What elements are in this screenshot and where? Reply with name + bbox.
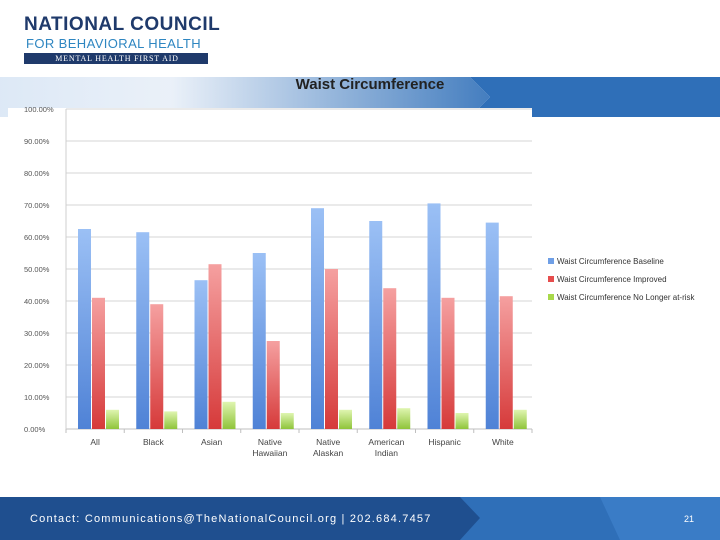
y-tick-label: 30.00% (24, 329, 50, 338)
logo-ribbon (24, 53, 208, 64)
bar-improved (208, 264, 222, 429)
x-tick-label: Hawaiian (252, 448, 287, 458)
bar-baseline (252, 253, 266, 429)
legend-swatch-no-longer-at-risk (548, 294, 554, 300)
x-tick-label: All (90, 437, 100, 447)
y-tick-label: 20.00% (24, 361, 50, 370)
x-tick-label: Indian (375, 448, 398, 458)
bar-improved (499, 296, 513, 429)
logo-line-2: FOR BEHAVIORAL HEALTH (26, 36, 202, 51)
legend-swatch-baseline (548, 258, 554, 264)
bar-baseline (136, 232, 150, 429)
bar-no-longer-at-risk (339, 409, 352, 429)
y-tick-label: 40.00% (24, 297, 50, 306)
y-tick-label: 80.00% (24, 169, 50, 178)
bar-improved (325, 269, 338, 429)
bar-improved (150, 304, 164, 429)
title-band (0, 77, 720, 117)
logo-line-3: MENTAL HEALTH FIRST AID (55, 54, 179, 63)
logo-line-1: NATIONAL COUNCIL (24, 14, 221, 35)
bar-no-longer-at-risk (455, 413, 469, 429)
y-tick-label: 0.00% (24, 425, 46, 434)
legend-label-no-longer-at-risk: Waist Circumference No Longer at-risk (557, 293, 696, 302)
legend-swatch-improved (548, 276, 554, 282)
bar-no-longer-at-risk (222, 401, 236, 429)
bar-no-longer-at-risk (280, 413, 294, 429)
x-tick-label: Hispanic (428, 437, 461, 447)
bar-no-longer-at-risk (397, 408, 411, 429)
bar-improved (92, 297, 105, 429)
x-tick-label: Alaskan (313, 448, 344, 458)
y-tick-label: 60.00% (24, 233, 50, 242)
page-number: 21 (684, 514, 695, 524)
bar-improved (441, 297, 455, 429)
footer-band (0, 497, 720, 540)
y-tick-label: 70.00% (24, 201, 50, 210)
x-tick-label: Native (316, 437, 340, 447)
x-tick-label: Native (258, 437, 282, 447)
footer-contact: Contact: Communications@TheNationalCounc… (30, 513, 432, 525)
bar-no-longer-at-risk (106, 409, 119, 429)
national-council-logo: NATIONAL COUNCIL FOR BEHAVIORAL HEALTH M… (24, 14, 224, 70)
bar-baseline (485, 222, 499, 429)
y-tick-label: 10.00% (24, 393, 50, 402)
waist-circumference-chart: 0.00% 10.00% 20.00% 30.00% 40.00% 50.00% 60.00… (8, 105, 696, 458)
chart-title: Waist Circumference (295, 76, 445, 93)
y-tick-label: 50.00% (24, 265, 50, 274)
bar-baseline (194, 280, 208, 429)
bar-no-longer-at-risk (513, 409, 527, 429)
x-tick-label: White (492, 437, 514, 447)
bar-improved (266, 341, 280, 429)
legend-label-improved: Waist Circumference Improved (557, 275, 667, 284)
x-tick-label: American (368, 437, 404, 447)
bar-improved (383, 288, 397, 429)
bar-baseline (427, 203, 441, 429)
y-tick-label: 100.00% (24, 105, 54, 114)
bar-baseline (311, 208, 324, 429)
x-tick-label: Black (143, 437, 165, 447)
bar-no-longer-at-risk (164, 411, 178, 429)
x-tick-label: Asian (201, 437, 223, 447)
bar-baseline (369, 221, 383, 429)
y-tick-label: 90.00% (24, 137, 50, 146)
legend-label-baseline: Waist Circumference Baseline (557, 257, 664, 266)
bar-baseline (78, 229, 91, 429)
